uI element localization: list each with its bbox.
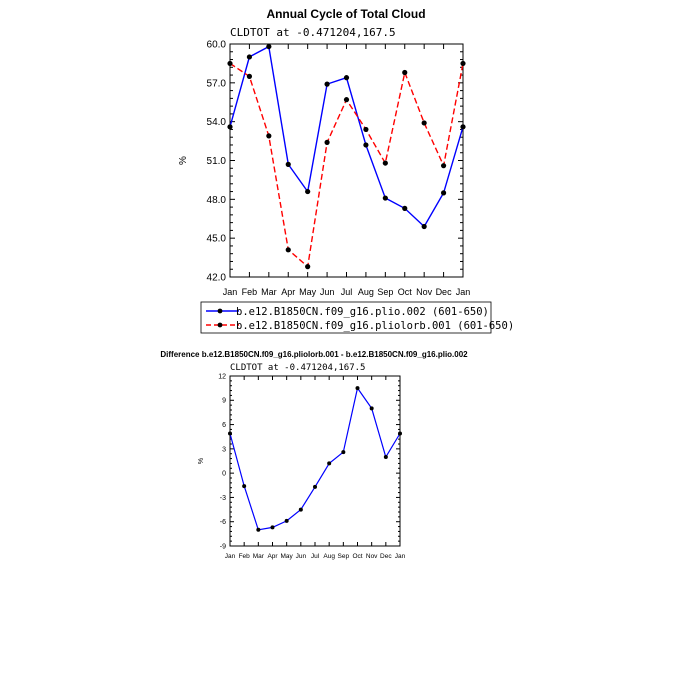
chart1-series-2-point <box>402 69 408 76</box>
chart2-ytick-label: -9 <box>220 543 226 550</box>
chart1-series-1-point <box>440 190 447 196</box>
chart1-legend-box <box>200 301 492 334</box>
chart1-series-1-point <box>460 124 466 130</box>
chart2-xtick-label: Apr <box>267 553 278 560</box>
chart2-xtick-label: Mar <box>253 553 265 560</box>
chart1-series-2-point <box>285 247 291 253</box>
chart1-series-1-point <box>343 75 350 81</box>
chart2-title: Difference b.e12.B1850CN.f09_g16.pliolor… <box>160 350 468 359</box>
chart2-ytick-label: 9 <box>222 398 226 405</box>
chart1-legend-label-1: b.e12.B1850CN.f09_g16.plio.002 (601-650) <box>236 306 489 318</box>
chart2-xtick-label: Jan <box>395 553 406 560</box>
chart1-ytick-label: 48.0 <box>207 195 227 206</box>
chart2-ytick-label: 3 <box>222 446 226 453</box>
chart2-xtick-label: Dec <box>380 553 392 560</box>
chart1-series-2-line <box>229 62 464 268</box>
chart1-legend-marker-2 <box>217 322 223 328</box>
chart1-series-1-point <box>324 81 330 87</box>
chart1-series-2-point <box>266 133 272 139</box>
chart1-ytick-label: 57.0 <box>207 78 227 89</box>
chart2-xtick-label: Feb <box>239 553 251 560</box>
chart2-subtitle: CLDTOT at -0.471204,167.5 <box>230 363 365 373</box>
chart2-xtick-label: Oct <box>352 553 362 560</box>
chart2-xtick-label: Nov <box>366 553 378 560</box>
chart2-series-1-point <box>341 450 346 455</box>
chart1-xtick-label: Oct <box>398 287 413 297</box>
chart1-ytick-label: 45.0 <box>207 234 227 245</box>
chart1-ytick-label: 60.0 <box>207 40 227 51</box>
chart2-xtick-label: May <box>281 553 294 560</box>
chart1-series-1-point <box>421 223 427 230</box>
chart1-xtick-label: Jul <box>341 287 353 297</box>
chart1-xtick-label: May <box>299 287 317 297</box>
chart1-series-1-point <box>285 161 291 167</box>
chart1-xtick-label: Feb <box>242 287 258 297</box>
chart2-ytick-label: -6 <box>220 519 226 526</box>
chart2-ylabel: % <box>198 458 205 464</box>
chart2-series-1-point <box>270 525 275 530</box>
chart2-xtick-label: Jan <box>225 553 236 560</box>
chart1-series-2-point <box>363 126 369 133</box>
chart1-series-2-point <box>440 163 447 169</box>
chart1-series-1-point <box>227 124 233 130</box>
chart1-xtick-label: Jan <box>223 287 238 297</box>
chart1-series-1-point <box>305 188 311 195</box>
chart1-series-1-point <box>363 142 369 148</box>
chart1-series-2-point <box>227 60 233 67</box>
chart1-series-2-point <box>246 73 253 79</box>
chart1-series-2-point <box>421 120 427 126</box>
chart2-series-1-point <box>242 484 247 489</box>
chart2-ytick-label: 0 <box>222 471 226 478</box>
chart2-series-1-point <box>327 461 332 466</box>
chart2-xtick-label: Jun <box>296 553 307 560</box>
chart2-series-1-line <box>229 386 401 531</box>
chart2-xtick-label: Sep <box>338 553 350 560</box>
chart1-ytick-label: 42.0 <box>207 273 227 284</box>
chart1-subtitle: CLDTOT at -0.471204,167.5 <box>230 26 396 39</box>
chart2-series-1-point <box>383 454 388 459</box>
chart2-xtick-label: Jul <box>311 553 320 560</box>
chart1-series-1-line <box>229 45 464 228</box>
chart2-series-1-point <box>313 484 317 489</box>
chart1-xtick-label: Sep <box>377 287 393 297</box>
chart1-series-2-point <box>382 160 388 166</box>
chart1-xtick-label: Jan <box>456 287 471 297</box>
chart2-ytick-label: -3 <box>220 495 226 502</box>
chart1-ylabel: % <box>178 156 189 165</box>
chart1-title: Annual Cycle of Total Cloud <box>266 7 425 21</box>
chart1-legend-marker-1 <box>217 308 223 314</box>
chart1-ytick-label: 51.0 <box>207 156 227 167</box>
chart1-series-2-point <box>324 139 330 145</box>
chart1-xtick-label: Dec <box>436 287 453 297</box>
chart1-series-2-point <box>460 60 466 67</box>
chart2-series-1-point <box>398 431 402 436</box>
chart2-ytick-label: 12 <box>218 373 226 380</box>
chart2-series-1-point <box>256 527 261 532</box>
chart1-legend-label-2: b.e12.B1850CN.f09_g16.pliolorb.001 (601-… <box>236 320 514 332</box>
chart2-series-1-point <box>369 406 374 411</box>
chart1-series-2-point <box>343 97 350 103</box>
chart1-xtick-label: Nov <box>416 287 433 297</box>
chart1-xtick-label: Apr <box>281 287 295 297</box>
chart1-xtick-label: Aug <box>358 287 374 297</box>
chart1-series-1-point <box>266 43 272 50</box>
chart2-ytick-label: 6 <box>222 422 226 429</box>
chart2-series-1-point <box>228 431 232 436</box>
chart1-series-2-point <box>305 264 311 270</box>
chart1-xtick-label: Jun <box>320 287 335 297</box>
chart2-series-1-point <box>355 386 360 391</box>
chart1-series-1-point <box>382 195 388 201</box>
chart2-xtick-label: Aug <box>323 553 335 560</box>
chart2-series-1-point <box>284 518 289 523</box>
chart1-xtick-label: Mar <box>261 287 277 297</box>
chart2-series-1-point <box>298 507 303 512</box>
chart1-series-1-point <box>246 54 253 60</box>
chart1-series-1-point <box>402 205 408 211</box>
chart1-ytick-label: 54.0 <box>207 117 227 128</box>
